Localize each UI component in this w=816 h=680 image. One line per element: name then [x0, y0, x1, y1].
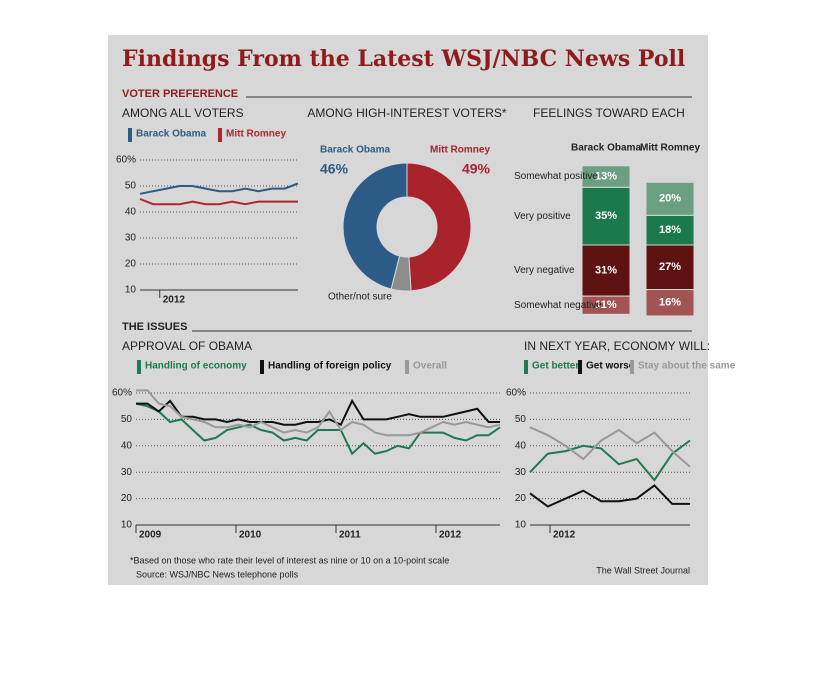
- category-label: Barack Obama: [571, 143, 641, 154]
- legend-swatch: [260, 360, 264, 374]
- x-tick-label: 2012: [163, 295, 186, 306]
- bar-segment: [645, 289, 695, 317]
- y-tick-label: 60%: [116, 155, 136, 166]
- x-tick-label: 2010: [239, 530, 262, 541]
- source: Source: WSJ/NBC News telephone polls: [136, 569, 299, 579]
- x-tick-label: 2011: [339, 530, 361, 541]
- segment-label: 31%: [595, 264, 617, 276]
- donut-slice: [406, 162, 472, 292]
- legend-label: Handling of economy: [145, 361, 247, 372]
- slice-name: Mitt Romney: [430, 145, 490, 156]
- slice-name: Barack Obama: [320, 145, 390, 156]
- slice-name: Other/not sure: [328, 292, 392, 303]
- y-tick-label: 30: [121, 467, 133, 478]
- legend-label: Mitt Romney: [226, 129, 286, 140]
- bar-segment: [645, 181, 695, 216]
- legend-swatch: [218, 128, 222, 142]
- row-label: Very positive: [514, 211, 571, 222]
- chart-title: AMONG HIGH-INTEREST VOTERS*: [307, 106, 506, 120]
- x-tick-label: 2012: [553, 530, 576, 541]
- series-line: [139, 182, 299, 195]
- y-tick-label: 30: [515, 467, 527, 478]
- series-line: [136, 398, 500, 427]
- chart-title: APPROVAL OF OBAMA: [122, 339, 252, 353]
- series-line: [139, 198, 298, 206]
- row-label: Very negative: [514, 265, 575, 276]
- chart-title: AMONG ALL VOTERS: [122, 106, 244, 120]
- chart-title: FEELINGS TOWARD EACH: [533, 106, 685, 120]
- x-tick-label: 2012: [439, 530, 462, 541]
- y-tick-label: 60%: [112, 388, 132, 399]
- credit: The Wall Street Journal: [596, 565, 690, 575]
- segment-label: 18%: [659, 224, 681, 236]
- title: Findings From the Latest WSJ/NBC News Po…: [122, 46, 685, 72]
- category-label: Mitt Romney: [640, 143, 700, 154]
- segment-label: 11%: [595, 299, 617, 311]
- row-label: Somewhat negative: [514, 300, 602, 311]
- legend-swatch: [128, 128, 132, 142]
- legend-swatch: [630, 360, 634, 374]
- legend-swatch: [137, 360, 141, 374]
- slice-value: 49%: [462, 161, 491, 177]
- legend-label: Handling of foreign policy: [268, 361, 392, 372]
- segment-label: 35%: [595, 210, 617, 222]
- legend-label: Overall: [413, 361, 447, 372]
- series-line: [529, 439, 691, 482]
- y-tick-label: 50: [515, 414, 527, 425]
- bar-segment: [581, 165, 631, 188]
- segment-label: 16%: [659, 297, 681, 309]
- y-tick-label: 40: [121, 440, 133, 451]
- x-tick-label: 2009: [139, 530, 162, 541]
- series-line: [529, 484, 690, 508]
- segment-label: 13%: [595, 170, 617, 182]
- legend-label: Stay about the same: [638, 361, 736, 372]
- y-tick-label: 10: [515, 520, 527, 531]
- bar-segment: [581, 295, 631, 315]
- legend-swatch: [524, 360, 528, 374]
- bar-segment: [645, 244, 695, 291]
- y-tick-label: 40: [515, 440, 527, 451]
- legend-swatch: [578, 360, 582, 374]
- slice-value: 46%: [320, 161, 349, 177]
- section-heading: VOTER PREFERENCE: [122, 88, 238, 100]
- series-line: [529, 426, 691, 468]
- legend-swatch: [405, 360, 409, 374]
- donut-slice: [342, 162, 408, 290]
- legend-label: Get better: [532, 361, 579, 372]
- y-tick-label: 20: [121, 493, 133, 504]
- row-label: Somewhat positive: [514, 171, 598, 182]
- y-tick-label: 50: [125, 181, 137, 192]
- legend-label: Get worse: [586, 361, 635, 372]
- y-tick-label: 10: [121, 520, 133, 531]
- segment-label: 20%: [659, 193, 681, 205]
- y-tick-label: 60%: [506, 388, 526, 399]
- y-tick-label: 10: [125, 285, 137, 296]
- y-tick-label: 20: [125, 259, 137, 270]
- segment-label: 27%: [659, 261, 681, 273]
- y-tick-label: 50: [121, 414, 133, 425]
- section-heading: THE ISSUES: [122, 321, 187, 333]
- series-line: [135, 402, 501, 456]
- y-tick-label: 30: [125, 233, 137, 244]
- series-line: [136, 389, 501, 437]
- chart-title: IN NEXT YEAR, ECONOMY WILL:: [524, 339, 710, 353]
- footnote: *Based on those who rate their level of …: [130, 555, 449, 565]
- legend-label: Barack Obama: [136, 129, 206, 140]
- y-tick-label: 40: [125, 207, 137, 218]
- y-tick-label: 20: [515, 493, 527, 504]
